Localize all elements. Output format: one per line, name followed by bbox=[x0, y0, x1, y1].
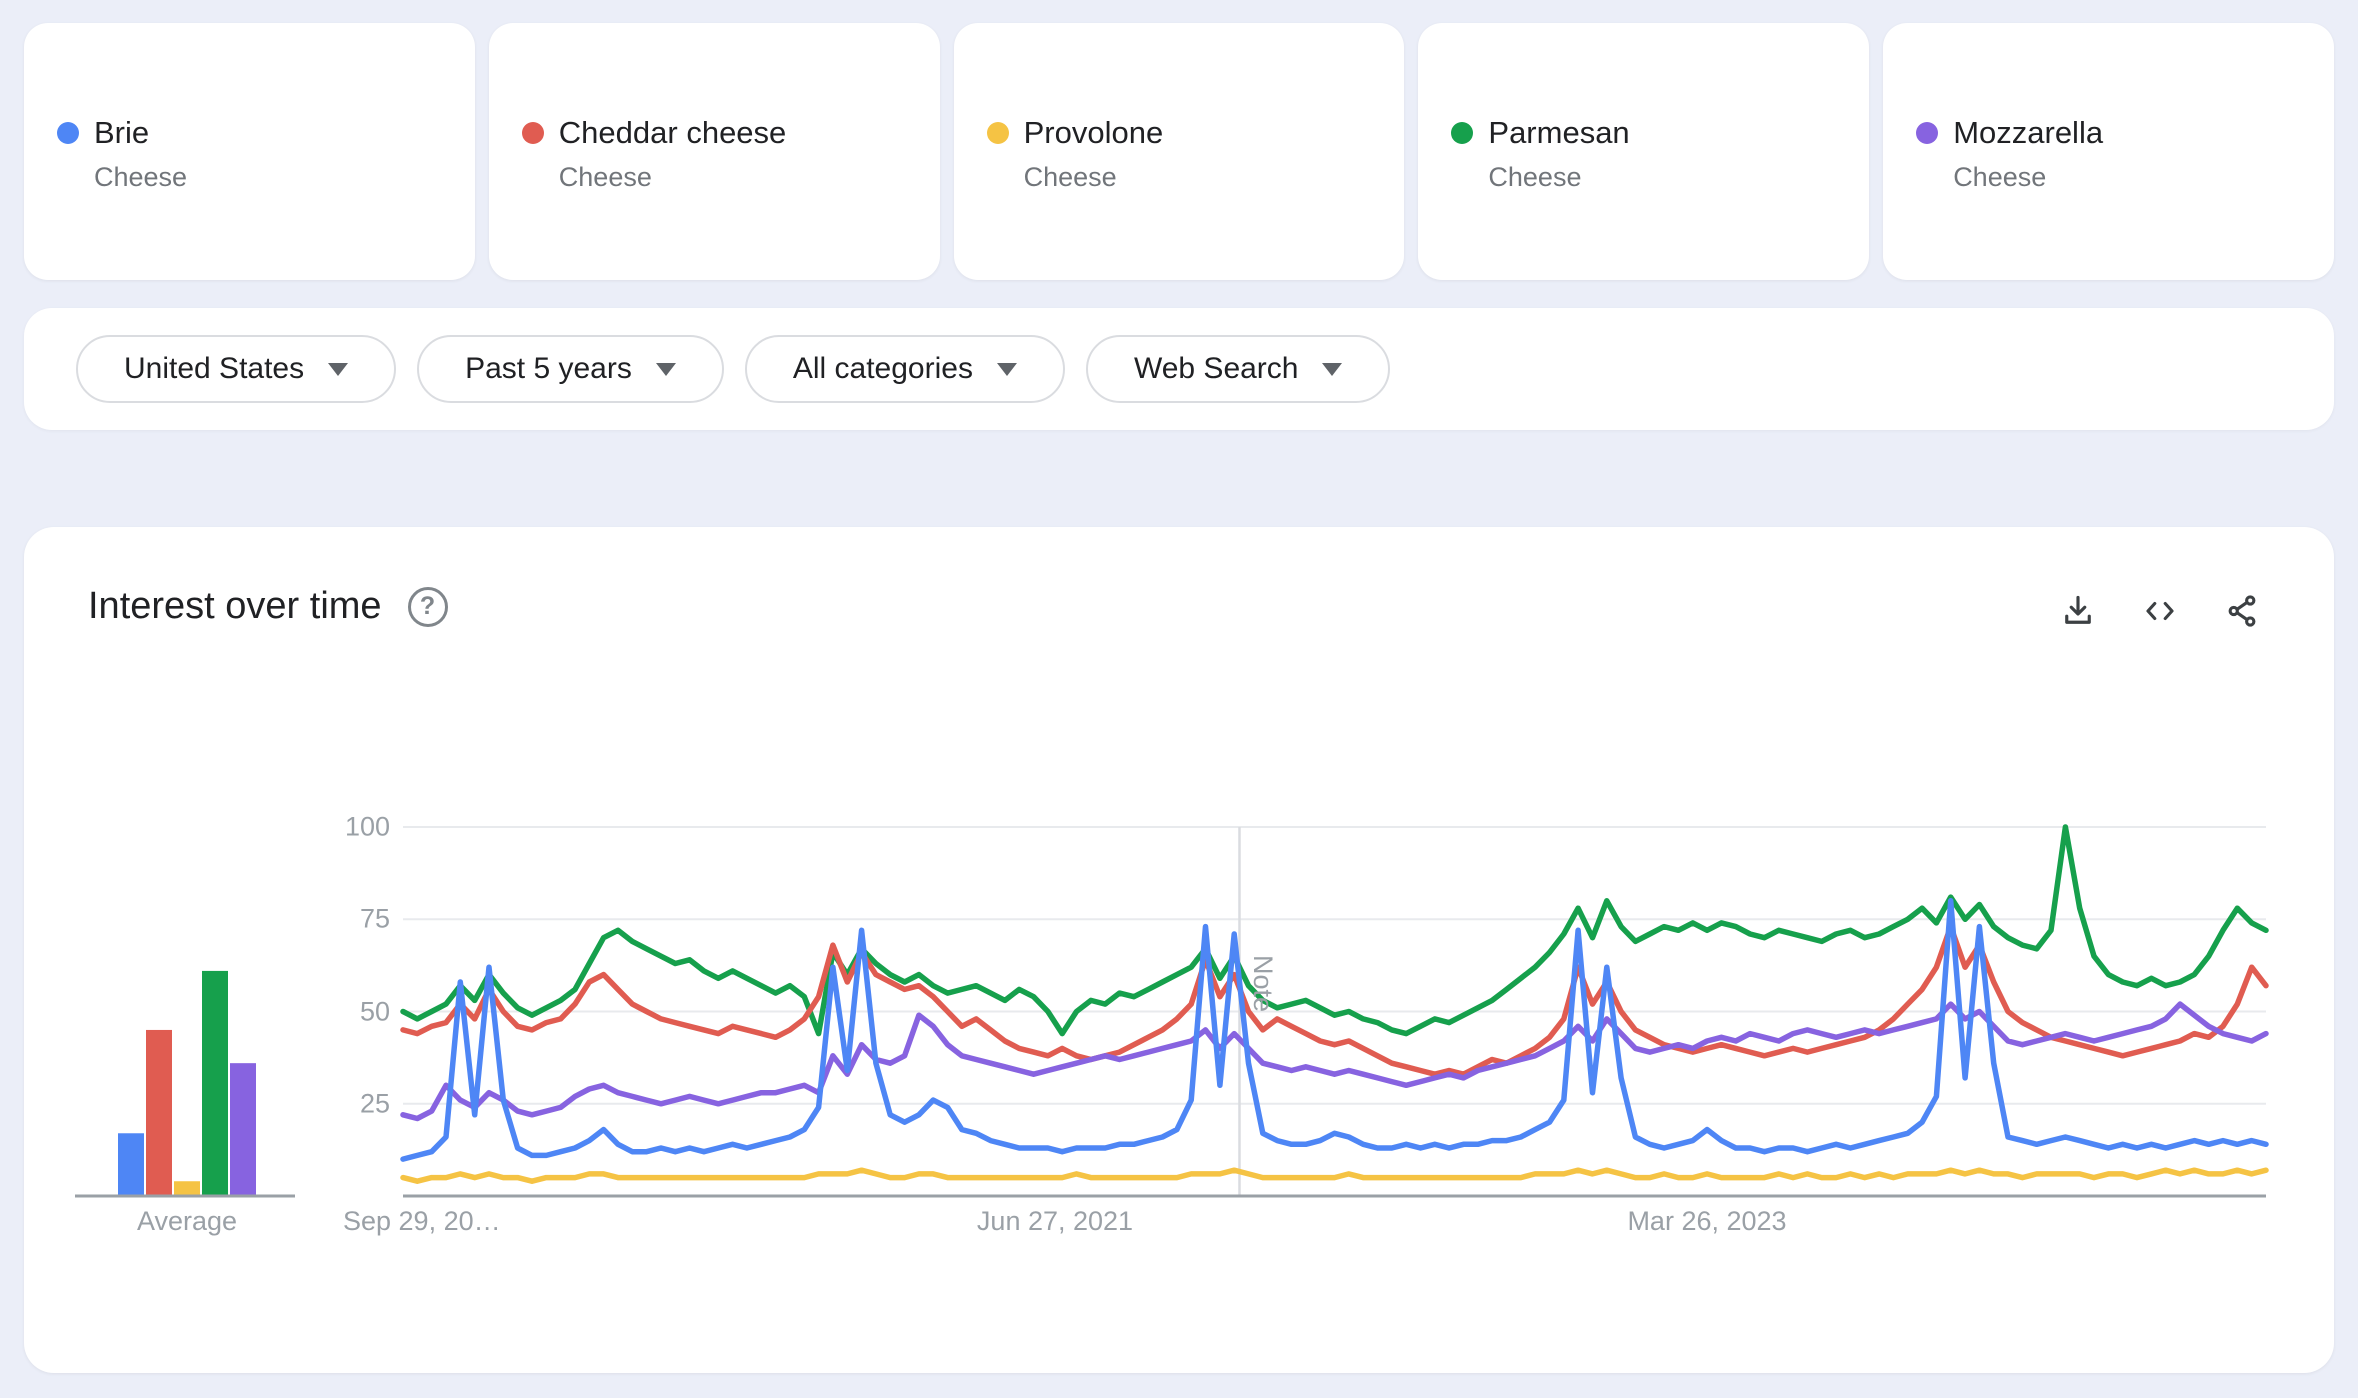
term-card-brie[interactable]: Brie Cheese bbox=[24, 23, 475, 280]
term-type: Cheese bbox=[94, 162, 188, 192]
interest-over-time-chart[interactable] bbox=[400, 824, 2269, 1199]
region-filter-dropdown[interactable]: United States bbox=[76, 335, 397, 403]
section-title: Interest over time bbox=[88, 585, 382, 627]
term-name: Cheddar cheese bbox=[558, 115, 787, 150]
embed-code-icon[interactable] bbox=[2142, 593, 2178, 629]
share-icon[interactable] bbox=[2224, 593, 2260, 629]
filter-bar: United States Past 5 years All categorie… bbox=[24, 308, 2334, 430]
interest-over-time-card: Interest over time ? 100 75 50 25 Sep 29… bbox=[24, 527, 2334, 1373]
time-range-filter-label: Past 5 years bbox=[465, 352, 632, 385]
term-card-mozzarella[interactable]: Mozzarella Cheese bbox=[1883, 23, 2334, 280]
term-type: Cheese bbox=[1953, 162, 2047, 192]
term-name: Provolone bbox=[1023, 115, 1164, 150]
color-dot-icon bbox=[521, 122, 544, 144]
color-dot-icon bbox=[1451, 122, 1474, 144]
chevron-down-icon bbox=[328, 362, 349, 376]
term-cards-row: Brie Cheese Cheddar cheese Cheese Provol… bbox=[24, 23, 2334, 280]
average-label: Average bbox=[136, 1206, 238, 1236]
y-axis-tick-100: 100 bbox=[344, 811, 390, 842]
color-dot-icon bbox=[1916, 122, 1939, 144]
search-type-filter-label: Web Search bbox=[1133, 352, 1299, 385]
region-filter-label: United States bbox=[124, 352, 305, 385]
term-type: Cheese bbox=[1023, 162, 1117, 192]
chevron-down-icon bbox=[655, 362, 676, 376]
term-name: Parmesan bbox=[1488, 115, 1630, 150]
category-filter-dropdown[interactable]: All categories bbox=[744, 335, 1065, 403]
color-dot-icon bbox=[986, 122, 1009, 144]
chevron-down-icon bbox=[996, 362, 1017, 376]
category-filter-label: All categories bbox=[792, 352, 973, 385]
y-axis-tick-50: 50 bbox=[359, 996, 390, 1027]
y-axis-tick-75: 75 bbox=[359, 903, 390, 934]
average-bar-chart bbox=[75, 970, 295, 1198]
download-icon[interactable] bbox=[2060, 593, 2096, 629]
term-card-parmesan[interactable]: Parmesan Cheese bbox=[1418, 23, 1870, 280]
color-dot-icon bbox=[57, 122, 79, 144]
term-card-provolone[interactable]: Provolone Cheese bbox=[953, 23, 1405, 280]
term-type: Cheese bbox=[558, 162, 652, 192]
term-card-cheddar-cheese[interactable]: Cheddar cheese Cheese bbox=[488, 23, 940, 280]
search-type-filter-dropdown[interactable]: Web Search bbox=[1085, 335, 1391, 403]
x-axis-tick-1: Jun 27, 2021 bbox=[976, 1206, 1134, 1236]
chevron-down-icon bbox=[1322, 362, 1343, 376]
time-range-filter-dropdown[interactable]: Past 5 years bbox=[417, 335, 724, 403]
term-name: Mozzarella bbox=[1953, 115, 2104, 150]
y-axis-tick-25: 25 bbox=[359, 1088, 390, 1119]
term-type: Cheese bbox=[1488, 162, 1582, 192]
x-axis-tick-0: Sep 29, 20… bbox=[343, 1206, 501, 1236]
help-icon[interactable]: ? bbox=[407, 586, 448, 627]
x-axis-tick-2: Mar 26, 2023 bbox=[1627, 1206, 1787, 1236]
term-name: Brie bbox=[94, 115, 150, 150]
note-marker-label[interactable]: Note bbox=[1248, 955, 1278, 1013]
